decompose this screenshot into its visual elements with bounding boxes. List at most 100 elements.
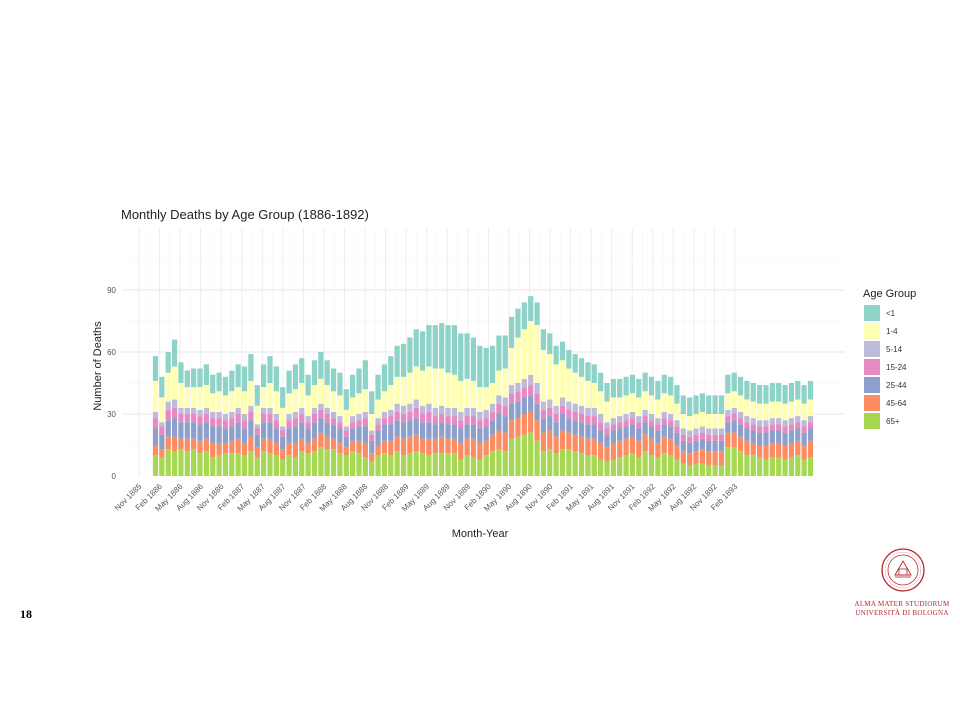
bar-segment-1 [407,337,413,373]
bar-segment-25-44 [782,432,788,445]
bar-segment-1 [483,347,489,388]
bar-segment-1-4 [750,401,756,419]
bar-segment-15-24 [426,411,432,423]
bar-segment-1-4 [636,397,642,417]
bar-segment-45-64 [489,434,496,452]
bar-segment-1-4 [610,397,616,419]
bar-segment-1-4 [439,368,445,406]
bar-segment-1-4 [324,385,330,408]
bar-segment-15-24 [388,416,394,425]
bar-segment-25-44 [280,436,286,450]
bar-segment-1 [757,385,763,404]
bar-segment-1 [381,364,388,392]
bar-segment-5-14 [712,428,718,435]
bar-segment-5-14 [642,409,648,417]
bar-segment-15-24 [718,434,725,441]
bar-segment-1-4 [203,385,209,408]
bar-segment-45-64 [572,434,578,452]
bar-segment-65 [458,459,464,476]
bar-segment-45-64 [566,432,572,450]
bar-segment-15-24 [369,434,375,441]
bar-segment-5-14 [661,411,667,419]
bar-segment-65 [477,459,483,476]
bar-segment-1 [318,352,324,379]
bar-segment-65 [617,457,623,476]
bar-segment-5-14 [439,405,445,414]
bar-segment-45-64 [267,438,273,454]
bar-segment-1-4 [184,387,190,408]
bar-segment-65 [699,463,705,476]
x-axis-label: Month-Year [452,528,509,540]
bar-segment-45-64 [667,438,674,456]
bar-segment-1 [311,360,318,386]
bar-segment-25-44 [210,426,216,443]
bar-segment-5-14 [171,399,178,408]
bar-segment-45-64 [515,418,521,437]
bar-segment-25-44 [547,416,553,431]
legend-label: 45-64 [886,399,907,408]
bar-segment-15-24 [400,414,407,423]
bar-segment-5-14 [521,378,527,388]
bar-segment-1-4 [744,399,750,417]
bar-segment-45-64 [604,447,610,462]
bar-segment-15-24 [305,422,311,429]
bar-segment-65 [661,453,667,476]
bar-segment-45-64 [712,451,718,466]
bar-segment-65 [731,447,737,476]
bar-segment-1-4 [222,395,229,414]
bar-segment-65 [687,465,693,476]
bar-segment-1 [210,374,216,394]
bar-segment-1-4 [648,395,655,414]
bar-segment-65 [369,461,375,476]
bar-segment-45-64 [318,432,324,448]
bar-segment-5-14 [191,407,197,414]
bar-segment-15-24 [693,434,699,441]
bar-segment-5-14 [744,416,750,423]
bar-segment-1 [286,370,292,394]
bar-segment-1 [674,385,680,404]
bar-segment-65 [559,449,566,476]
bar-segment-1-4 [528,321,534,375]
bar-segment-65 [375,455,381,476]
bar-segment-25-44 [388,424,394,441]
bar-segment-1-4 [165,372,171,402]
bar-segment-45-64 [235,438,241,454]
bar-segment-15-24 [489,411,496,421]
bar-segment-65 [210,457,216,476]
bar-segment-5-14 [757,420,763,427]
bar-segment-5-14 [572,403,578,412]
bar-segment-65 [152,455,159,476]
bar-segment-1 [706,395,712,414]
bar-segment-45-64 [661,436,667,454]
bar-segment-45-64 [210,442,216,458]
bar-segment-1 [184,370,190,388]
bar-segment-1 [343,389,349,410]
bar-segment-5-14 [407,403,413,412]
bar-segment-25-44 [585,424,591,439]
bar-segment-5-14 [731,407,737,414]
bar-segment-5-14 [795,416,801,423]
bar-segment-1-4 [267,383,273,408]
legend-label: <1 [886,309,896,318]
bar-segment-1-4 [687,416,693,431]
bar-segment-25-44 [261,422,267,439]
bar-segment-15-24 [642,416,648,423]
bar-segment-5-14 [591,407,597,417]
bar-segment-45-64 [432,438,438,454]
bar-segment-5-14 [286,414,292,421]
bar-segment-65 [216,455,222,476]
bar-segment-25-44 [394,420,400,437]
bar-segment-25-44 [566,418,572,433]
bar-segment-45-64 [578,436,585,454]
bar-segment-15-24 [267,414,273,423]
bar-segment-65 [725,447,731,476]
bar-segment-5-14 [248,405,254,412]
bar-segment-15-24 [706,434,712,441]
bar-segment-1-4 [229,391,235,412]
bar-segment-25-44 [324,422,330,437]
bar-segment-25-44 [483,426,489,441]
bar-segment-15-24 [534,393,540,404]
bar-segment-15-24 [623,420,629,427]
bar-segment-5-14 [515,383,521,392]
bar-segment-25-44 [171,418,178,437]
